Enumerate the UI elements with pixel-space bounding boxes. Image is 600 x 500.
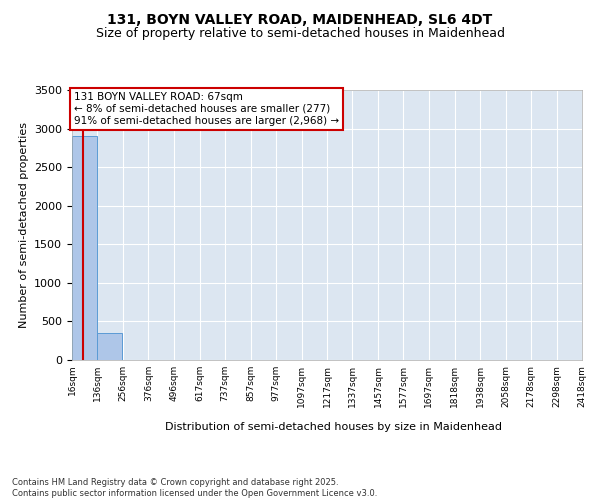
Text: Contains HM Land Registry data © Crown copyright and database right 2025.
Contai: Contains HM Land Registry data © Crown c… bbox=[12, 478, 377, 498]
Text: Distribution of semi-detached houses by size in Maidenhead: Distribution of semi-detached houses by … bbox=[164, 422, 502, 432]
Text: 131, BOYN VALLEY ROAD, MAIDENHEAD, SL6 4DT: 131, BOYN VALLEY ROAD, MAIDENHEAD, SL6 4… bbox=[107, 12, 493, 26]
Bar bbox=[97, 333, 122, 360]
Text: 131 BOYN VALLEY ROAD: 67sqm
← 8% of semi-detached houses are smaller (277)
91% o: 131 BOYN VALLEY ROAD: 67sqm ← 8% of semi… bbox=[74, 92, 339, 126]
Bar bbox=[72, 136, 97, 360]
Y-axis label: Number of semi-detached properties: Number of semi-detached properties bbox=[19, 122, 29, 328]
Text: Size of property relative to semi-detached houses in Maidenhead: Size of property relative to semi-detach… bbox=[95, 28, 505, 40]
